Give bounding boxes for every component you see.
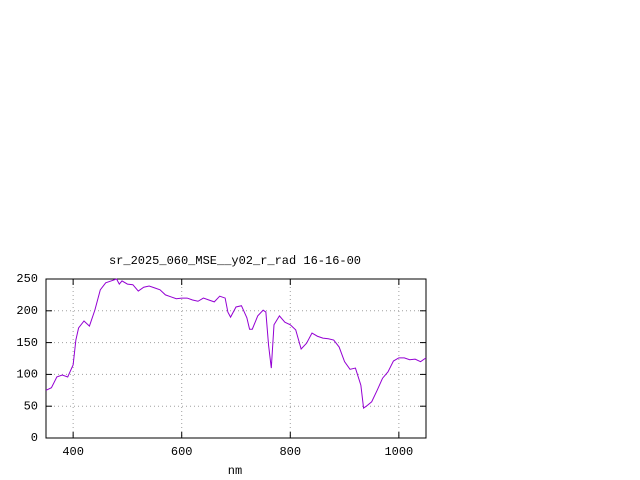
y-tick-label: 50 <box>24 399 38 413</box>
y-tick-label: 0 <box>31 431 38 445</box>
y-tick-label: 100 <box>16 368 38 382</box>
chart-title: sr_2025_060_MSE__y02_r_rad 16-16-00 <box>109 254 361 268</box>
y-tick-label: 250 <box>16 272 38 286</box>
x-tick-label: 600 <box>171 445 193 459</box>
data-line <box>45 278 427 410</box>
x-tick-label: 800 <box>279 445 301 459</box>
x-tick-label: 1000 <box>384 445 413 459</box>
y-tick-label: 200 <box>16 304 38 318</box>
y-tick-label: 150 <box>16 336 38 350</box>
plot-border <box>45 278 427 439</box>
x-axis-label: nm <box>228 464 242 478</box>
x-tick-label: 400 <box>62 445 84 459</box>
